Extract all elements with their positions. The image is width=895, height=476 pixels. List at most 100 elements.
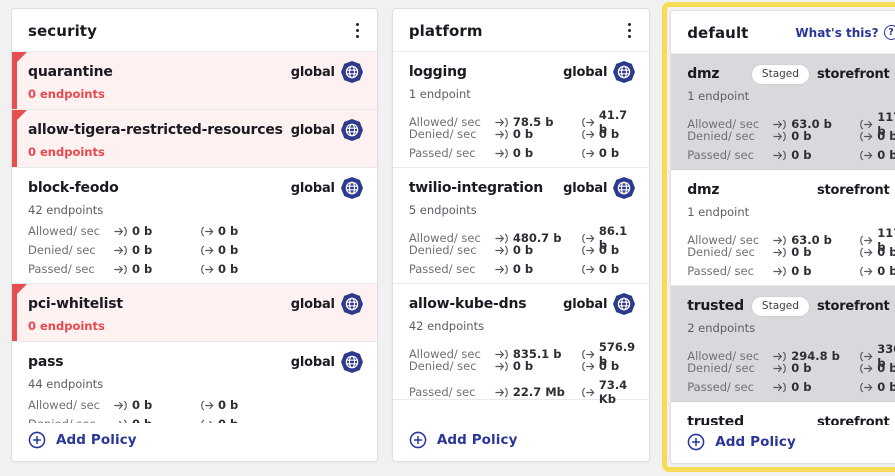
policy-card[interactable]: block-feodo global 42 endpoints Allowed/… [12, 168, 377, 285]
stat-inbound: 0 b [495, 146, 581, 160]
policy-card[interactable]: allow-kube-dns global 42 endpoints Allow… [392, 284, 650, 406]
inbound-arrow-icon [495, 233, 509, 244]
outbound-arrow-icon [859, 235, 873, 246]
policy-card[interactable]: trusted Staged storefront 2 endpoints Al… [671, 286, 895, 403]
add-policy-label: Add Policy [56, 432, 137, 448]
stat-inbound: 0 b [495, 262, 581, 276]
alert-flag-bar [12, 284, 17, 342]
stat-inbound: 0 b [114, 398, 200, 412]
policy-name: trusted [687, 298, 744, 315]
stat-outbound-value: 86.1 b [598, 224, 628, 253]
stat-outbound-value: 576.9 b [598, 340, 636, 369]
outbound-arrow-icon [859, 266, 873, 277]
stat-inbound: 0 b [114, 417, 200, 423]
policy-card-head: trusted storefront [687, 411, 895, 425]
stat-inbound-value: 0 b [791, 148, 812, 163]
policy-scope: storefront [817, 295, 895, 317]
stat-row: Denied/ sec 0 b 0 b [687, 361, 895, 376]
stat-outbound: 0 b [200, 243, 363, 257]
stat-outbound: 117.8 b [859, 110, 895, 138]
stat-label: Denied/ sec [28, 417, 114, 423]
stat-outbound-value: 0 b [598, 359, 620, 374]
policy-card[interactable]: pass global 44 endpoints Allowed/ sec 0 b… [12, 342, 377, 423]
global-scope-icon [613, 61, 636, 84]
outbound-arrow-icon [200, 226, 214, 237]
tier-menu-kebab-icon[interactable] [624, 20, 635, 41]
stat-inbound: 0 b [495, 243, 581, 257]
outbound-arrow-icon [859, 382, 873, 393]
stat-inbound: 0 b [773, 264, 859, 278]
policy-card-head: trusted Staged storefront [687, 295, 895, 317]
policy-card[interactable]: quarantine global 0 endpoints [12, 52, 377, 111]
policy-scope: global [291, 293, 363, 316]
stat-outbound-value: 0 b [218, 262, 239, 277]
outbound-arrow-icon [581, 264, 595, 275]
inbound-arrow-icon [495, 245, 509, 256]
stat-outbound-value: 73.4 Kb [598, 378, 628, 407]
add-policy-button[interactable]: Add Policy [409, 431, 518, 449]
stat-inbound: 0 b [773, 361, 859, 375]
endpoints-count: 44 endpoints [28, 377, 104, 392]
policy-scope: global [291, 351, 363, 374]
policy-card[interactable]: dmz storefront 1 endpoint Allowed/ sec 63… [671, 170, 895, 287]
stat-inbound: 0 b [773, 245, 859, 259]
endpoints-count: 42 endpoints [28, 203, 104, 218]
plus-circle-icon [409, 431, 427, 449]
tier-title: security [28, 21, 97, 40]
stat-inbound: 480.7 b [495, 231, 581, 245]
global-scope-icon [340, 177, 363, 200]
inbound-arrow-icon [773, 382, 787, 393]
stat-inbound: 0 b [773, 380, 859, 394]
add-policy-button[interactable]: Add Policy [28, 431, 137, 449]
stat-row: Allowed/ sec 63.0 b 117.8 b [687, 110, 895, 138]
stat-label: Passed/ sec [687, 380, 754, 395]
policy-card[interactable]: allow-tigera-restricted-resources global… [12, 110, 377, 169]
stat-label: Allowed/ sec [408, 231, 481, 246]
stat-outbound-value: 0 b [218, 243, 239, 258]
outbound-arrow-icon [859, 351, 873, 362]
stat-row: Passed/ sec 0 b 0 b [409, 262, 635, 276]
endpoints-count: 5 endpoints [408, 203, 477, 218]
stat-outbound: 117.8 b [859, 226, 895, 254]
stat-outbound-value: 0 b [598, 146, 620, 161]
policy-card[interactable]: logging global 1 endpoint Allowed/ sec 78… [392, 52, 650, 169]
policy-card[interactable]: twilio-integration global 5 endpoints Al… [392, 168, 650, 285]
policy-card[interactable]: trusted storefront [671, 402, 895, 425]
stat-outbound-value: 0 b [877, 380, 895, 395]
tier-column-wrap: default What's this? ? dmz Staged storef… [662, 2, 895, 472]
stat-label: Allowed/ sec [687, 233, 760, 248]
policy-name: dmz [687, 66, 720, 83]
stat-label: Allowed/ sec [687, 349, 760, 364]
stat-outbound-value: 0 b [218, 417, 238, 423]
inbound-arrow-icon [773, 235, 787, 246]
stat-row: Passed/ sec 0 b 0 b [28, 262, 363, 277]
outbound-arrow-icon [200, 400, 214, 411]
policy-card[interactable]: pci-whitelist global 0 endpoints [12, 284, 377, 343]
tier-menu-kebab-icon[interactable] [352, 20, 363, 41]
stat-inbound: 294.8 b [773, 349, 859, 363]
tier-header: platform [392, 9, 650, 53]
whats-this-link[interactable]: What's this? ? [795, 25, 895, 41]
policy-scope-label: global [290, 122, 335, 138]
stat-label: Denied/ sec [687, 245, 755, 260]
policy-name: logging [408, 64, 467, 81]
add-policy-button[interactable]: Add Policy [687, 433, 796, 451]
policy-tier-column: security quarantine global 0 endpoints a… [11, 8, 378, 462]
stat-label: Denied/ sec [687, 129, 755, 144]
stat-outbound-value: 0 b [218, 224, 239, 239]
stat-inbound: 0 b [114, 262, 200, 276]
stat-outbound: 0 b [859, 129, 895, 143]
policy-card[interactable]: dmz Staged storefront 1 endpoint Allowed… [671, 54, 895, 171]
stat-inbound-value: 0 b [512, 359, 534, 374]
tier-header: default What's this? ? [671, 11, 895, 55]
stat-outbound-value: 0 b [877, 361, 895, 376]
stat-row: Passed/ sec 0 b 0 b [409, 146, 635, 161]
inbound-arrow-icon [114, 226, 128, 237]
stat-label: Denied/ sec [687, 361, 755, 376]
stat-outbound: 73.4 Kb [581, 378, 635, 406]
stat-inbound-value: 0 b [512, 243, 534, 258]
stat-outbound-value: 117.8 b [877, 110, 895, 139]
policy-name: dmz [687, 182, 720, 199]
stat-outbound: 0 b [581, 262, 635, 276]
